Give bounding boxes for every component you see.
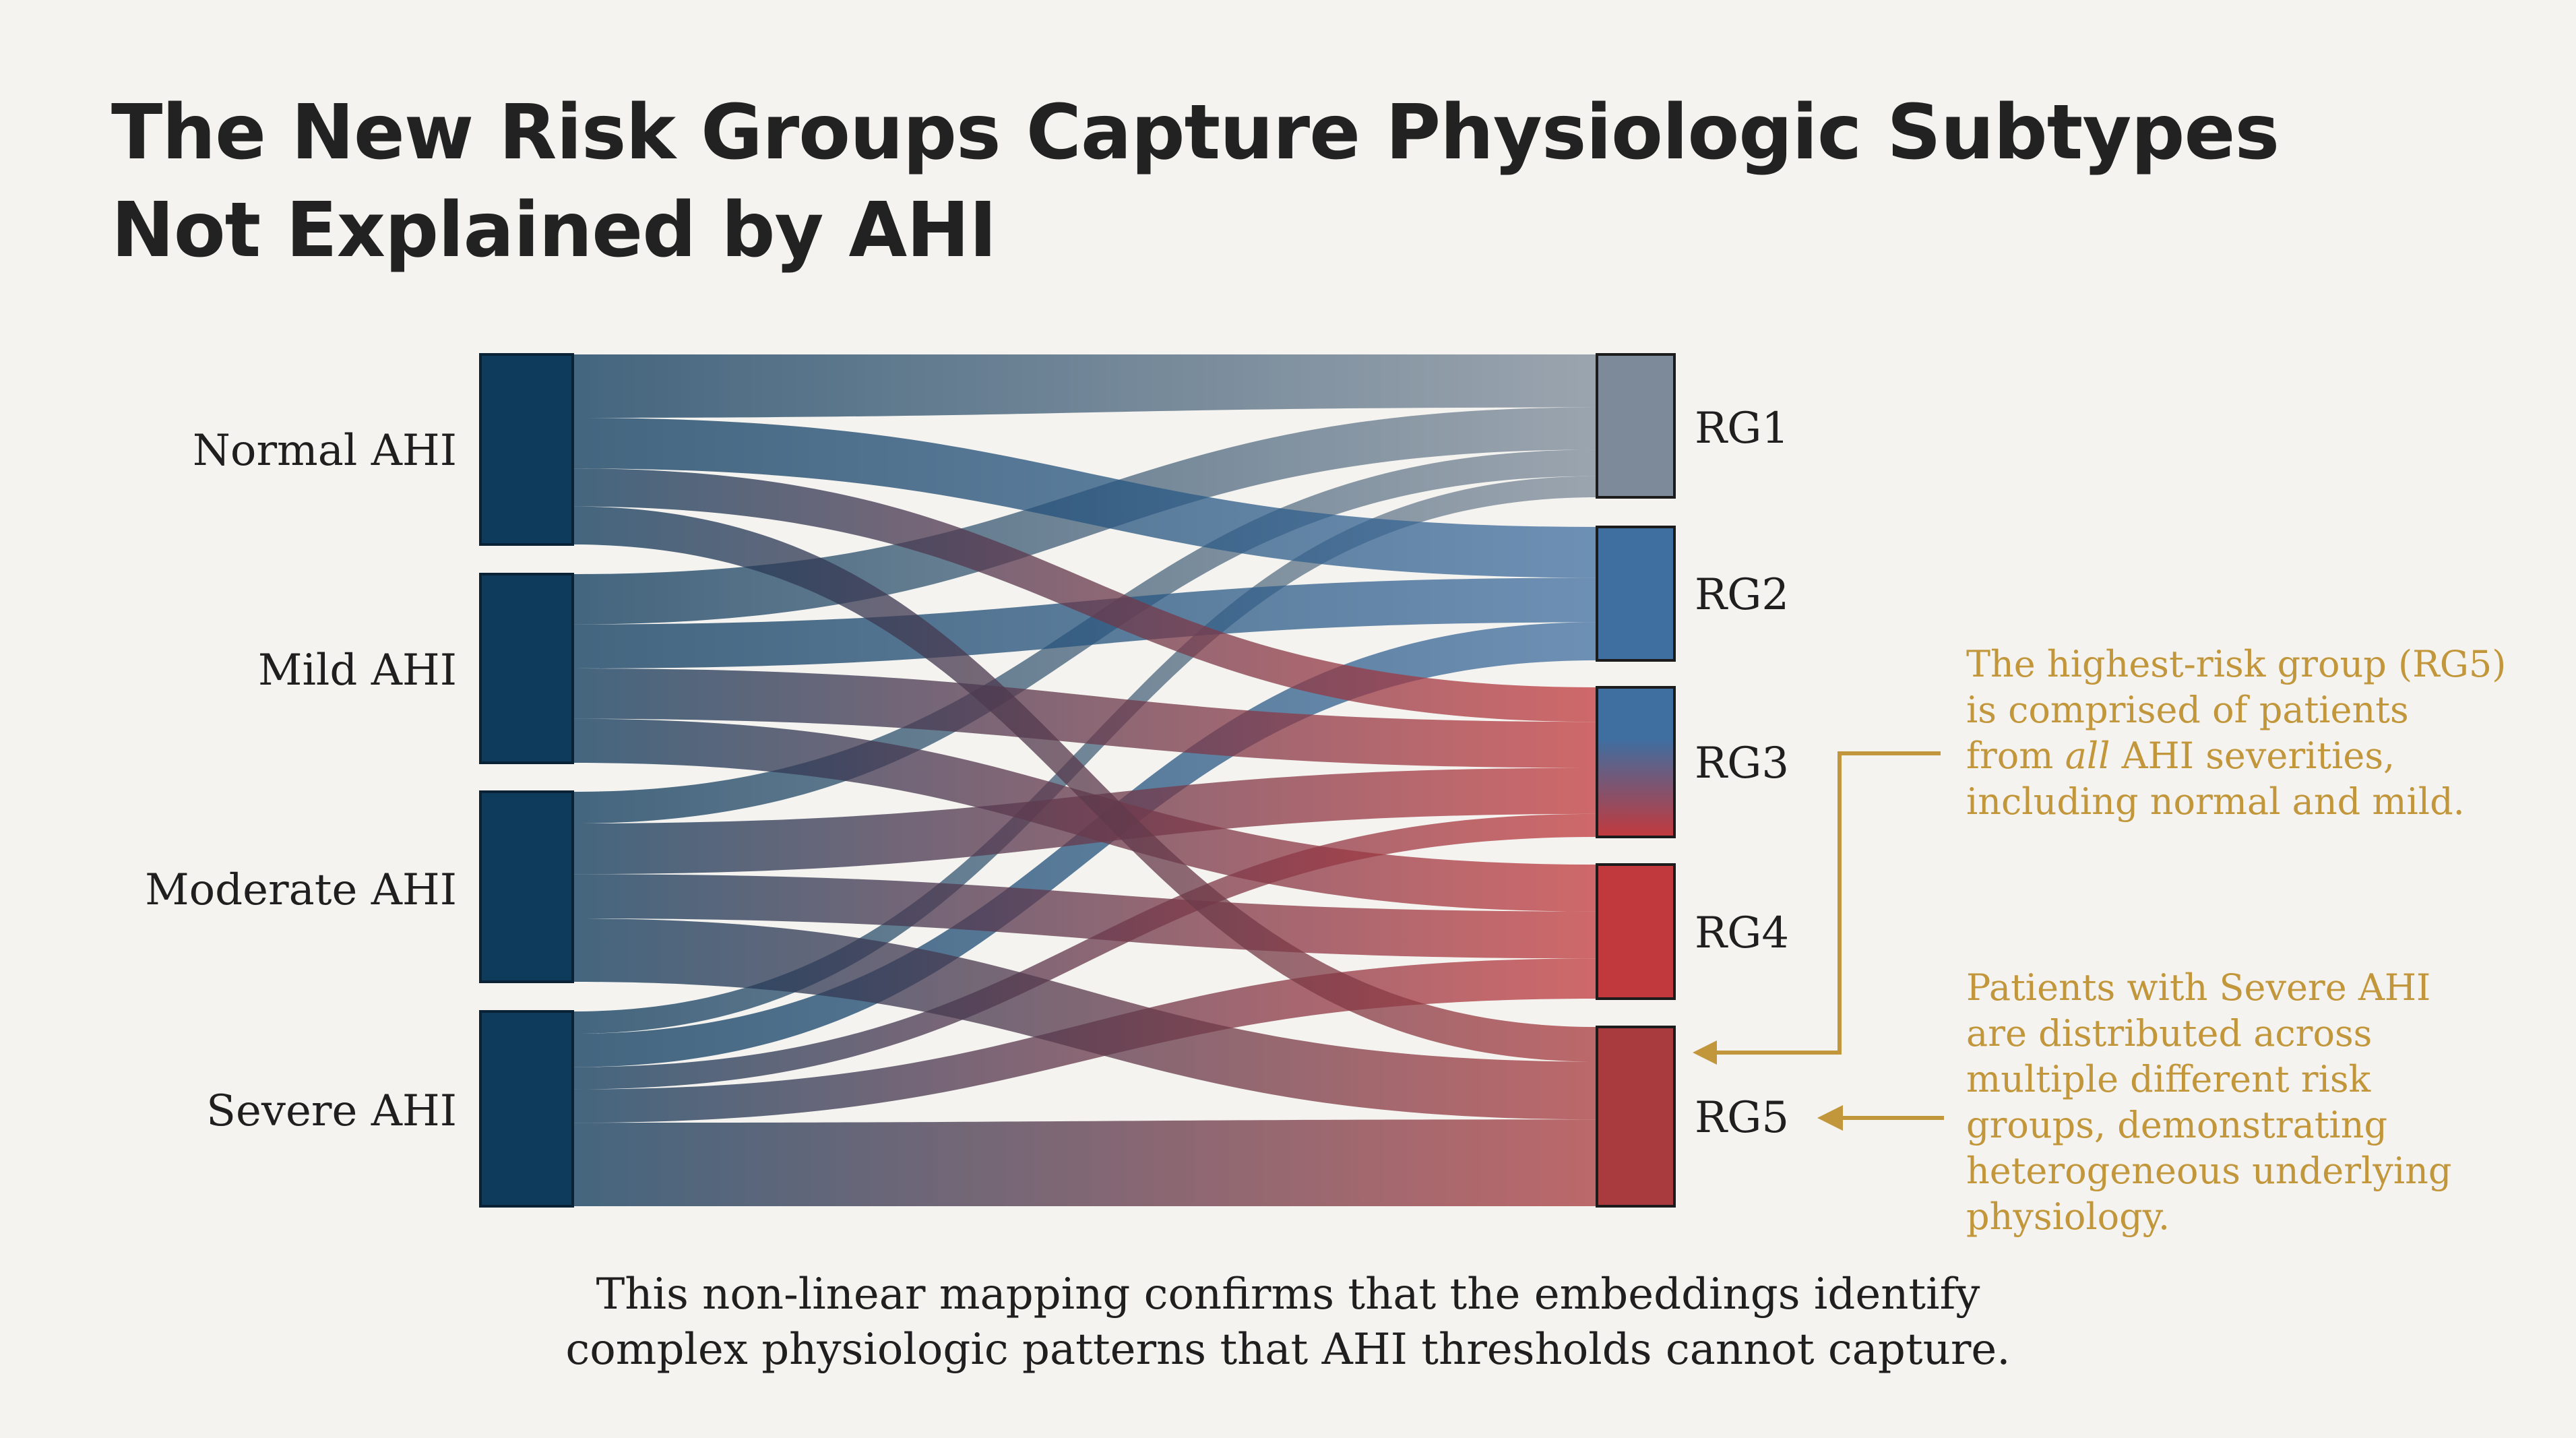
source-label-normal: Normal AHI bbox=[193, 426, 457, 476]
annotation-rg5-emphasis: all bbox=[2065, 734, 2110, 777]
annotation-severe-line-6: physiology. bbox=[1966, 1195, 2170, 1238]
source-node-moderate bbox=[479, 790, 574, 983]
target-label-rg5: RG5 bbox=[1695, 1093, 1789, 1143]
arrow-left-icon bbox=[1693, 1040, 1717, 1065]
title-line-2: Not Explained by AHI bbox=[111, 187, 997, 274]
target-labels: RG1 RG2 RG3 RG4 RG5 bbox=[1695, 404, 1789, 1143]
annotation-severe: Patients with Severe AHI are distributed… bbox=[1966, 965, 2451, 1240]
annotation-rg5-line-3-post: AHI severities, bbox=[2110, 734, 2395, 777]
target-nodes bbox=[1596, 353, 1676, 1208]
annotation-severe-line-4: groups, demonstrating bbox=[1966, 1104, 2388, 1146]
annotation-severe-line-3: multiple different risk bbox=[1966, 1058, 2371, 1100]
source-nodes bbox=[479, 353, 574, 1208]
flow-moderate-to-rg5 bbox=[573, 918, 1597, 1120]
flow-moderate-to-rg4 bbox=[573, 874, 1597, 959]
annotation-severe-line-1: Patients with Severe AHI bbox=[1966, 966, 2431, 1009]
caption: This non-linear mapping confirms that th… bbox=[0, 1267, 2576, 1377]
annotation-connector-rg5 bbox=[1693, 751, 1941, 1065]
target-label-rg1: RG1 bbox=[1695, 404, 1789, 454]
flow-severe-to-rg2 bbox=[573, 622, 1597, 1067]
annotation-rg5-line-3-pre: from bbox=[1966, 734, 2065, 777]
target-label-rg3: RG3 bbox=[1695, 739, 1789, 788]
title-line-1: The New Risk Groups Capture Physiologic … bbox=[111, 89, 2280, 177]
annotation-rg5: The highest-risk group (RG5) is comprise… bbox=[1966, 642, 2506, 825]
sankey-links bbox=[573, 354, 1597, 1206]
annotation-severe-line-2: are distributed across bbox=[1966, 1012, 2373, 1055]
arrow-left-icon bbox=[1817, 1105, 1843, 1131]
source-node-mild bbox=[479, 573, 574, 764]
annotation-rg5-line-3: from all AHI severities, bbox=[1966, 733, 2506, 779]
flow-mild-to-rg3 bbox=[573, 668, 1597, 768]
source-labels: Normal AHI Mild AHI Moderate AHI Severe AHI bbox=[145, 426, 457, 1136]
target-node-rg2 bbox=[1596, 526, 1676, 662]
target-node-rg1 bbox=[1596, 353, 1676, 499]
source-label-severe: Severe AHI bbox=[206, 1086, 457, 1136]
target-node-rg5 bbox=[1596, 1026, 1676, 1208]
flow-normal-to-rg1 bbox=[573, 354, 1597, 418]
annotation-rg5-line-1: The highest-risk group (RG5) bbox=[1966, 643, 2507, 685]
flow-severe-to-rg1 bbox=[573, 476, 1597, 1034]
source-node-normal bbox=[479, 353, 574, 546]
annotation-rg5-line-2: is comprised of patients bbox=[1966, 689, 2409, 731]
caption-line-2: complex physiologic patterns that AHI th… bbox=[565, 1325, 2011, 1375]
flow-normal-to-rg5 bbox=[573, 506, 1597, 1062]
caption-line-1: This non-linear mapping confirms that th… bbox=[596, 1270, 1980, 1319]
flow-mild-to-rg4 bbox=[573, 718, 1597, 912]
flow-mild-to-rg2 bbox=[573, 577, 1597, 668]
flow-severe-to-rg3 bbox=[573, 813, 1597, 1090]
target-node-rg4 bbox=[1596, 863, 1676, 1000]
flow-severe-to-rg5 bbox=[573, 1119, 1597, 1206]
source-node-severe bbox=[479, 1010, 574, 1208]
annotation-severe-line-5: heterogeneous underlying bbox=[1966, 1150, 2452, 1192]
source-label-moderate: Moderate AHI bbox=[145, 865, 457, 915]
flow-normal-to-rg2 bbox=[573, 418, 1597, 578]
target-label-rg2: RG2 bbox=[1695, 570, 1789, 620]
source-label-mild: Mild AHI bbox=[258, 646, 457, 695]
target-node-rg3 bbox=[1596, 686, 1676, 838]
annotation-connector-severe bbox=[1817, 1105, 1944, 1131]
target-label-rg4: RG4 bbox=[1695, 908, 1789, 958]
flow-normal-to-rg3 bbox=[573, 468, 1597, 722]
page-title: The New Risk Groups Capture Physiologic … bbox=[111, 84, 2335, 280]
annotation-rg5-line-4: including normal and mild. bbox=[1966, 780, 2465, 823]
